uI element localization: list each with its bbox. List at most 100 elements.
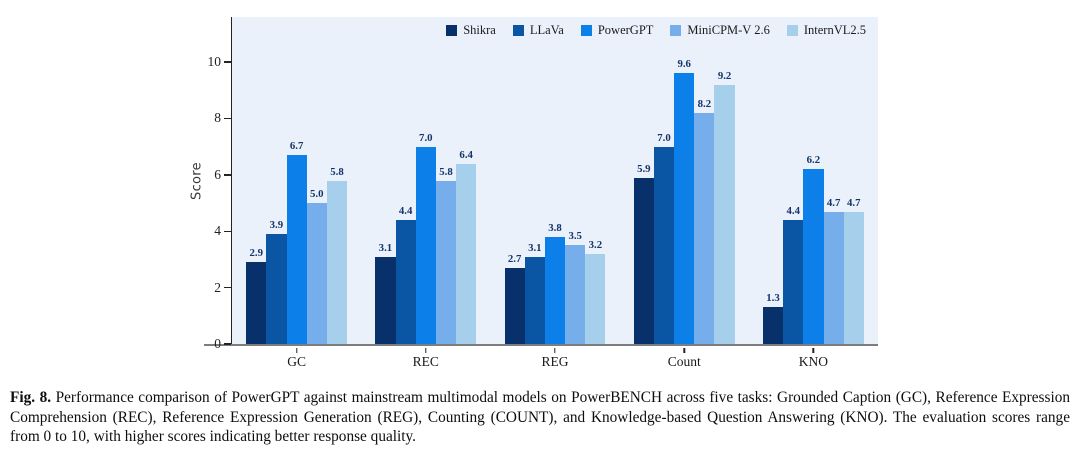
bar-group-rec: 3.1 4.4 7.0 5.8 6.4 (361, 17, 490, 344)
bar-value-label: 5.8 (330, 165, 344, 178)
bar: 5.8 (435, 166, 457, 344)
bar-value-label: 4.4 (398, 204, 413, 217)
bar-value-label: 4.7 (826, 196, 841, 209)
bar: 5.8 (326, 166, 348, 344)
legend-item: MiniCPM-V 2.6 (670, 23, 770, 38)
bar-value-label: 9.2 (717, 69, 732, 82)
y-tick-label: 2 (214, 279, 221, 295)
bar-value-label: 8.2 (697, 97, 712, 110)
bar-group-gc: 2.9 3.9 6.7 5.0 5.8 (232, 17, 361, 344)
bar-value-label: 7.0 (419, 131, 433, 144)
x-axis-labels: GC REC REG Count KNO (232, 354, 878, 370)
bar-value-label: 3.9 (269, 219, 284, 232)
bar: 6.7 (286, 140, 307, 344)
bar-value-label: 3.1 (528, 241, 542, 254)
x-axis-spine (204, 344, 878, 346)
bar-value-label: 3.2 (588, 238, 603, 251)
bar-value-label: 5.9 (637, 162, 651, 175)
legend-swatch-icon (446, 25, 458, 36)
bar: 3.5 (565, 230, 586, 344)
bar: 4.4 (395, 205, 416, 344)
bar: 3.8 (544, 222, 566, 344)
bar-value-label: 3.1 (378, 241, 393, 254)
bar-value-label: 3.5 (568, 230, 582, 243)
legend-swatch-icon (786, 25, 798, 36)
figure-caption-text: Performance comparison of PowerGPT again… (10, 389, 1071, 446)
bar: 7.0 (653, 132, 675, 344)
bar-group-count: 5.9 7.0 9.6 8.2 9.2 (620, 17, 749, 344)
bar: 9.6 (674, 58, 695, 344)
y-tick-mark (224, 230, 231, 232)
bar: 4.4 (783, 205, 804, 344)
x-category-label: GC (287, 354, 306, 369)
bar-value-label: 2.7 (507, 252, 522, 265)
bar: 5.0 (306, 188, 327, 344)
bar-group-kno: 1.3 4.4 6.2 4.7 4.7 (749, 17, 878, 344)
bar: 6.4 (456, 149, 477, 344)
y-tick-mark (224, 117, 231, 120)
legend-item: Shikra (446, 23, 496, 38)
x-tick-mark (683, 348, 685, 353)
bar-value-label: 7.0 (657, 131, 671, 144)
bar: 3.2 (585, 239, 606, 344)
y-axis-spine (230, 17, 232, 346)
bar-group-reg: 2.7 3.1 3.8 3.5 3.2 (490, 17, 619, 344)
legend-item: LLaVa (512, 23, 564, 38)
x-tick-mark (812, 348, 815, 353)
bar: 2.9 (246, 247, 267, 344)
bar-value-label: 6.2 (806, 154, 821, 167)
x-category-label: KNO (798, 354, 829, 369)
legend-swatch-icon (512, 25, 524, 36)
plot-area: 2.9 3.9 6.7 5.0 5.8 3.1 4.4 7.0 5.8 6.4 2.7 3.1 3.8 3… (204, 17, 878, 369)
bar-chart: Score 2.9 3.9 6.7 5.0 5.8 3.1 4.4 7.0 5.8 6.4 2.7 3… (190, 17, 878, 369)
bar-groups: 2.9 3.9 6.7 5.0 5.8 3.1 4.4 7.0 5.8 6.4 2.7 3.1 3.8 3… (232, 17, 878, 344)
figure-caption-label: Fig. 8. (10, 389, 52, 407)
y-tick-label: 4 (214, 223, 221, 239)
y-tick-mark (224, 343, 231, 345)
x-tick-mark (295, 348, 298, 353)
y-tick-label: 8 (214, 110, 221, 126)
bar-value-label: 4.4 (786, 204, 800, 217)
bar-value-label: 2.9 (249, 247, 263, 260)
x-tick-mark (425, 348, 427, 353)
bar-value-label: 1.3 (766, 292, 780, 305)
bar: 3.1 (375, 242, 396, 344)
bar: 1.3 (762, 292, 784, 344)
x-category-label: Count (667, 354, 701, 369)
bar: 3.1 (524, 242, 545, 344)
bar: 3.9 (266, 219, 287, 344)
legend-label: InternVL2.5 (803, 23, 866, 37)
legend-label: PowerGPT (597, 23, 654, 37)
bar: 5.9 (633, 163, 654, 344)
bar-value-label: 3.8 (548, 221, 562, 234)
legend-item: PowerGPT (580, 23, 654, 38)
legend-swatch-icon (670, 25, 682, 36)
figure-caption: Fig. 8. Performance comparison of PowerG… (10, 388, 1070, 447)
legend-label: LLaVa (529, 23, 564, 37)
y-tick-label: 6 (214, 166, 221, 182)
x-tick-mark (554, 348, 556, 353)
bar: 7.0 (415, 132, 436, 344)
bar: 9.2 (714, 70, 735, 344)
bar-value-label: 4.7 (847, 196, 861, 209)
legend-label: MiniCPM-V 2.6 (687, 23, 770, 37)
legend-swatch-icon (580, 25, 592, 36)
bar: 8.2 (694, 98, 715, 344)
bar-value-label: 5.8 (439, 165, 453, 178)
bar-value-label: 6.4 (459, 148, 473, 161)
bar: 6.2 (803, 154, 824, 344)
bar: 4.7 (823, 197, 844, 344)
legend-label: Shikra (463, 23, 496, 37)
bar-value-label: 6.7 (289, 140, 304, 153)
bar: 2.7 (504, 253, 525, 344)
y-tick-label: 10 (207, 54, 222, 70)
y-tick-mark (224, 286, 231, 289)
x-category-label: REG (541, 354, 569, 369)
y-tick-mark (224, 61, 231, 63)
y-tick-mark (224, 174, 231, 176)
y-tick-label: 0 (214, 336, 221, 351)
bar: 4.7 (843, 197, 864, 344)
legend: Shikra LLaVa PowerGPT MiniCPM-V 2.6 InternVL… (446, 23, 866, 38)
legend-item: InternVL2.5 (786, 23, 866, 38)
